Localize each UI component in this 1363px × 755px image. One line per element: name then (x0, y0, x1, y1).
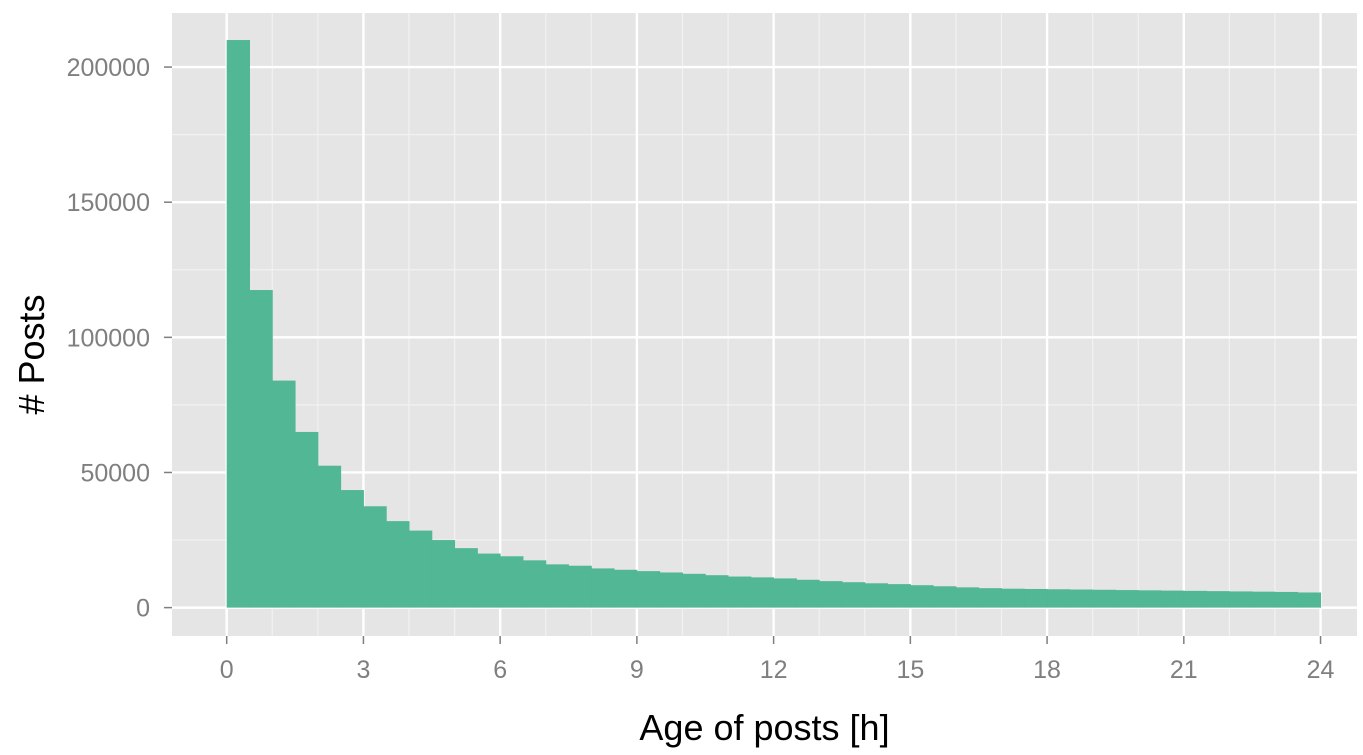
histogram-bar (409, 530, 433, 608)
histogram-bar (363, 506, 387, 608)
y-tick-label: 0 (136, 595, 150, 623)
histogram-bar (1274, 591, 1299, 608)
histogram-bar (728, 576, 752, 608)
histogram-bar (773, 578, 797, 608)
histogram-bar (522, 560, 547, 608)
histogram-bar (1252, 591, 1276, 608)
histogram-bar (1069, 589, 1094, 608)
histogram-bar (750, 577, 775, 608)
histogram-bar (249, 290, 273, 608)
histogram-bar (454, 548, 478, 608)
x-tick-label: 24 (1307, 656, 1335, 684)
histogram-bar (1138, 590, 1162, 608)
minor-gridlines (172, 13, 1357, 636)
histogram-bar (317, 465, 342, 608)
x-tick-label: 15 (896, 656, 924, 684)
y-axis: 0 50000 100000 150000 200000 (67, 54, 172, 623)
y-tick-label: 100000 (67, 324, 150, 352)
y-tick-label: 150000 (67, 189, 150, 217)
x-axis-title: Age of posts [h] (639, 707, 889, 748)
histogram-bar (910, 585, 934, 608)
histogram-bar (226, 40, 250, 608)
histogram-bar (272, 380, 296, 608)
y-tick-label: 50000 (80, 459, 150, 487)
histogram-bar (591, 568, 615, 608)
x-tick-label: 12 (760, 656, 788, 684)
x-tick-label: 6 (493, 656, 507, 684)
histogram-bar (477, 553, 501, 608)
histogram-bar (568, 565, 592, 608)
y-tick-label: 200000 (67, 54, 150, 82)
histogram-bar (1183, 590, 1208, 608)
x-tick-label: 0 (220, 656, 234, 684)
histogram-bar (682, 573, 706, 608)
histogram-bar (705, 575, 729, 608)
histogram-bar (887, 584, 911, 608)
histogram-bar (955, 587, 980, 608)
histogram-bar (636, 571, 661, 608)
histogram-bar (614, 569, 638, 608)
x-tick-label: 18 (1033, 656, 1061, 684)
histogram-bar (819, 581, 843, 608)
histogram-bar (340, 490, 364, 608)
histogram-bar (1206, 591, 1230, 608)
histogram-bar (431, 540, 456, 608)
x-tick-label: 21 (1170, 656, 1198, 684)
histogram-bar (659, 572, 683, 608)
histogram-bar (1115, 590, 1139, 608)
y-axis-title: # Posts (11, 294, 52, 414)
x-axis: 0 3 6 9 12 15 18 21 24 (220, 636, 1335, 684)
histogram-bar (978, 588, 1002, 608)
histogram-bar (1047, 589, 1071, 608)
histogram-bar (386, 521, 410, 608)
histogram-bar (1297, 592, 1322, 608)
histogram-bar (500, 556, 524, 608)
histogram-bar (1001, 588, 1025, 608)
histogram-bar (1024, 588, 1048, 608)
histogram-bar (841, 582, 866, 608)
histogram-bar (933, 586, 957, 608)
histogram-bars (226, 40, 1322, 608)
x-tick-label: 3 (356, 656, 370, 684)
histogram-bar (864, 583, 889, 608)
histogram-bar (1161, 590, 1185, 608)
histogram-bar (796, 579, 820, 608)
histogram-bar (1092, 589, 1116, 608)
histogram-bar (295, 431, 319, 608)
histogram-bar (545, 564, 570, 608)
histogram-bar (1229, 591, 1253, 608)
x-tick-label: 9 (630, 656, 644, 684)
